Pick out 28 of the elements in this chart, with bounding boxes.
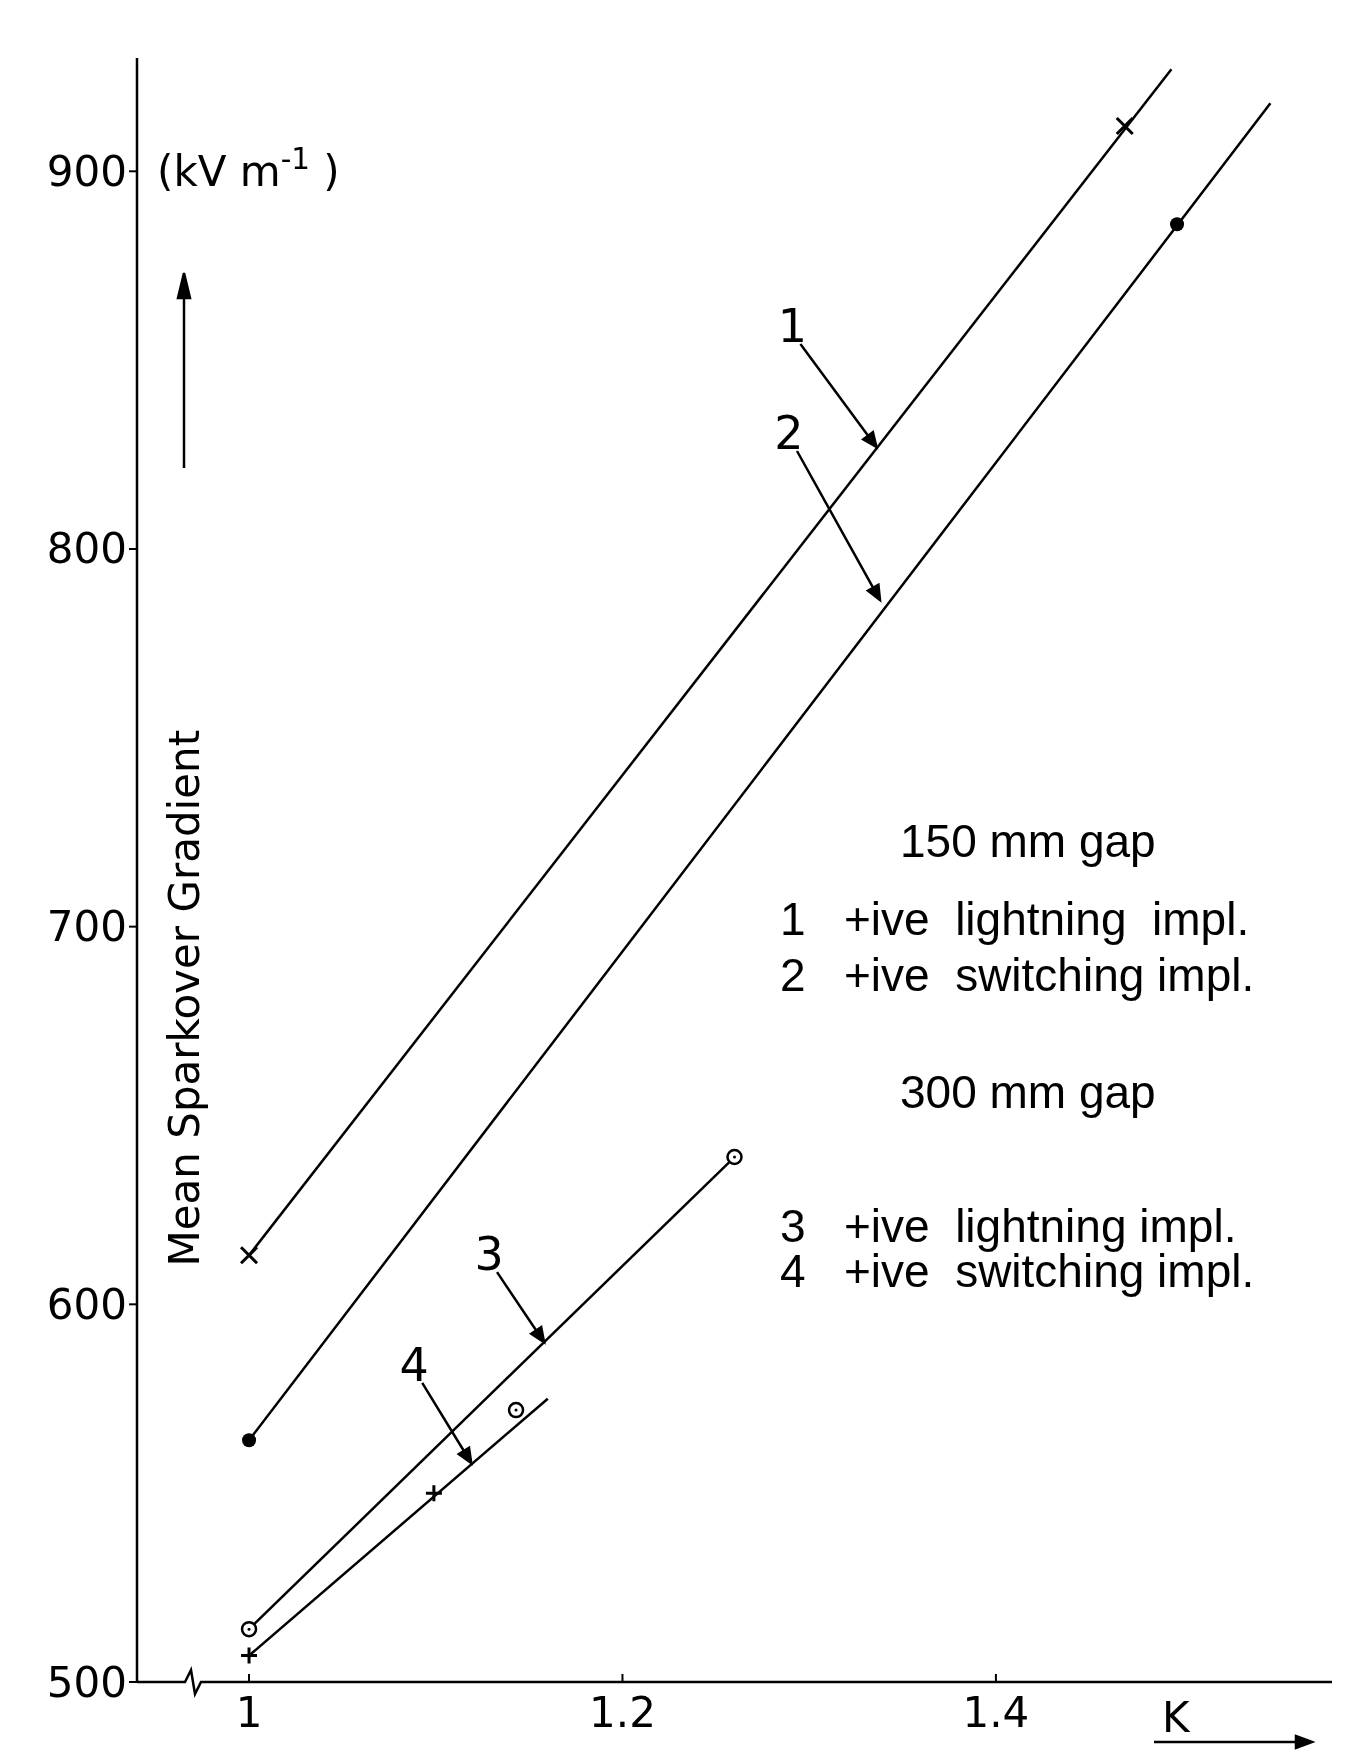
annotation: 2 bbox=[774, 406, 804, 460]
y-tick-label: 500 bbox=[46, 1657, 127, 1707]
y-tick-label: 800 bbox=[46, 524, 127, 574]
y-tick-label: 700 bbox=[46, 902, 127, 952]
annotation: 4 bbox=[399, 1337, 429, 1392]
y-axis-title: Mean Sparkover Gradient bbox=[160, 729, 209, 1267]
y-tick-label: 600 bbox=[46, 1279, 127, 1329]
point bbox=[424, 1483, 444, 1503]
x-tick-label: 1.4 bbox=[962, 1688, 1030, 1737]
point bbox=[240, 1620, 258, 1638]
annotation: 3 bbox=[474, 1227, 504, 1282]
x-tick-label: 1.2 bbox=[589, 1688, 656, 1737]
annotation: 150 mm gap bbox=[900, 814, 1156, 867]
point bbox=[726, 1148, 743, 1166]
annotation: 300 mm gap bbox=[900, 1065, 1156, 1118]
y-tick-label: 900 bbox=[46, 146, 127, 196]
annotation: (kV m$^{-1}$ ) bbox=[157, 142, 340, 197]
point bbox=[1170, 217, 1185, 232]
annotation: 1 +ive lightning impl. bbox=[780, 892, 1250, 945]
x-axis-title: K bbox=[1162, 1693, 1191, 1742]
point bbox=[239, 1646, 259, 1666]
annotation: 1 bbox=[777, 299, 808, 353]
x-tick-label: 1 bbox=[235, 1688, 263, 1737]
point bbox=[239, 1245, 259, 1265]
point bbox=[1115, 116, 1135, 136]
point bbox=[507, 1401, 525, 1419]
annotation: 2 +ive switching impl. bbox=[780, 948, 1255, 1001]
point bbox=[242, 1433, 257, 1448]
